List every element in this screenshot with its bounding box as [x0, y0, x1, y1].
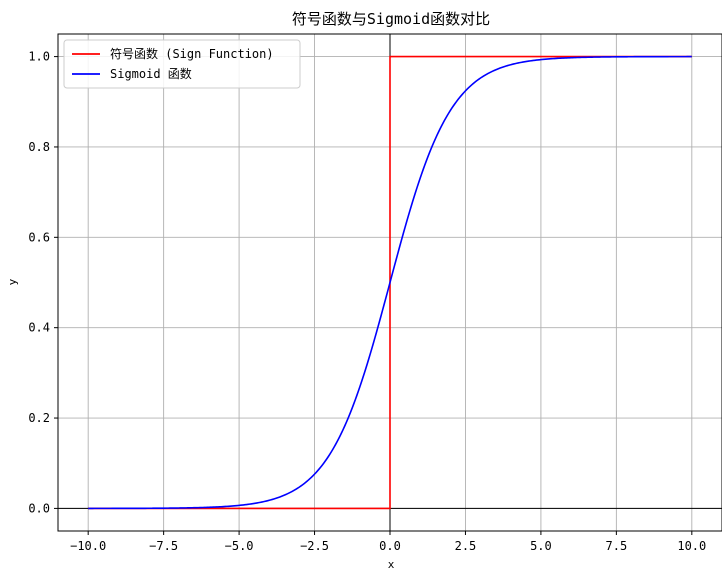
x-tick-label-1: −7.5 — [149, 539, 178, 553]
y-tick-label-3: 0.6 — [28, 230, 50, 244]
x-tick-label-2: −5.0 — [225, 539, 254, 553]
x-tick-label-3: −2.5 — [300, 539, 329, 553]
x-axis-label: x — [388, 558, 395, 570]
x-tick-label-8: 10.0 — [677, 539, 706, 553]
x-tick-label-4: 0.0 — [379, 539, 401, 553]
series-lines — [88, 55, 692, 510]
y-axis-label: y — [6, 278, 19, 285]
chart-title: 符号函数与Sigmoid函数对比 — [292, 10, 490, 28]
legend-box — [63, 39, 301, 89]
y-tick-label-4: 0.8 — [28, 140, 50, 154]
x-tick-label-5: 2.5 — [455, 539, 477, 553]
x-tick-label-7: 7.5 — [606, 539, 628, 553]
series-line-sigmoid — [88, 55, 692, 510]
legend: 符号函数 (Sign Function) Sigmoid 函数 — [63, 39, 301, 89]
y-tick-label-1: 0.2 — [28, 411, 50, 425]
legend-label-1: Sigmoid 函数 — [110, 66, 192, 81]
x-tick-label-6: 5.0 — [530, 539, 552, 553]
y-tick-label-0: 0.0 — [28, 501, 50, 515]
ticks: −10.0 −7.5 −5.0 −2.5 0.0 2.5 5.0 7.5 10.0 0.0 0.2 0… — [28, 50, 706, 553]
x-tick-label-0: −10.0 — [70, 539, 106, 553]
y-tick-label-2: 0.4 — [28, 321, 50, 335]
legend-label-0: 符号函数 (Sign Function) — [110, 46, 274, 61]
y-tick-label-5: 1.0 — [28, 50, 50, 64]
